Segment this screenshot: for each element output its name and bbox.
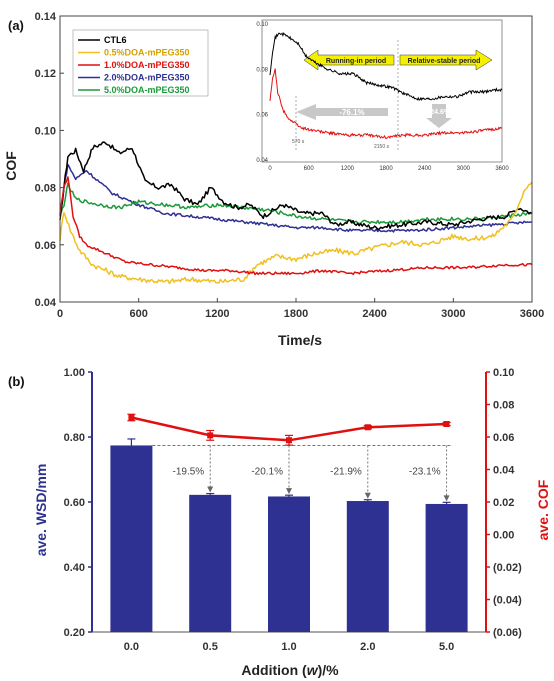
inset-x-tick-label: 3600 (495, 166, 509, 172)
panel-a-x-axis-label: Time/s (278, 332, 322, 348)
right-tick-label: (0.06) (493, 627, 522, 639)
x-tick-label: 600 (129, 308, 147, 320)
legend-label-4: 5.0%DOA-mPEG350 (104, 85, 190, 95)
running-in-period-arrow (303, 49, 395, 71)
reduction-arrow-head (286, 488, 292, 495)
category-label: 1.0 (281, 641, 296, 653)
inset-frame (261, 19, 503, 163)
relative-stable-period-label: Relative-stable period (408, 58, 481, 65)
reduction-label: -21.9% (330, 466, 362, 477)
wsd-bar (268, 496, 310, 632)
legend-label-2: 1.0%DOA-mPEG350 (104, 60, 190, 70)
inset-y-tick-label: 0.10 (256, 22, 268, 28)
series-line-4 (59, 182, 533, 225)
time-marker-1-label: 570 s (292, 139, 305, 145)
x-tick-label: 3000 (441, 308, 465, 320)
reduction-stable-arrow (426, 104, 452, 128)
panel-a-plot-frame (59, 15, 533, 303)
y-tick-label: 0.06 (35, 240, 56, 252)
x-tick-label: 1200 (205, 308, 229, 320)
y-tick-label: 0.10 (35, 125, 56, 137)
cof-point (207, 432, 214, 439)
inset-x-tick-label: 1200 (341, 166, 355, 172)
inset-x-tick-label: 1800 (379, 166, 393, 172)
reduction-stable-label: -24.6% (428, 109, 451, 116)
right-tick-label: 0.08 (493, 400, 514, 412)
panel-a-line-chart: (a) COF Time/s 0 600 1200 1800 2400 3000 36000… (3, 11, 544, 348)
panel-a-y-axis-label: COF (3, 151, 19, 181)
y-tick-label: 0.14 (35, 11, 57, 23)
reduction-arrow-head (443, 495, 450, 502)
inset-y-tick-label: 0.06 (256, 113, 268, 119)
x-tick-label: 3600 (520, 308, 544, 320)
reduction-label: -20.1% (251, 466, 283, 477)
inset-x-tick-label: 2400 (418, 166, 432, 172)
wsd-bar (346, 501, 389, 632)
left-tick-label: 0.20 (64, 627, 85, 639)
reduction-running-in-arrow (296, 104, 388, 120)
running-in-period-label: Running-in period (326, 58, 386, 65)
category-label: 5.0 (439, 641, 454, 653)
reduction-label: -19.5% (173, 466, 205, 477)
inset-y-tick-label: 0.04 (256, 158, 268, 164)
time-marker-2-label: 2150 s (374, 144, 390, 150)
left-tick-label: 0.60 (64, 497, 85, 509)
y-tick-label: 0.08 (35, 183, 56, 195)
relative-stable-period-arrow (399, 49, 493, 71)
category-label: 2.0 (360, 641, 375, 653)
series-line-3 (59, 163, 533, 233)
legend-label-1: 0.5%DOA-mPEG350 (104, 48, 190, 58)
left-tick-label: 0.80 (64, 432, 85, 444)
cof-point (364, 424, 371, 431)
series-line-1 (59, 181, 533, 285)
panel-b-right-axis-label: ave. COF (535, 479, 551, 540)
cof-point (286, 437, 292, 444)
x-tick-label: 0 (57, 308, 63, 320)
wsd-bar (110, 445, 153, 632)
x-tick-label: 2400 (362, 308, 386, 320)
panel-a-legend: CTL6 0.5%DOA-mPEG350 1.0%DOA-mPEG350 2.0%DO… (72, 29, 209, 97)
y-tick-label: 0.04 (35, 297, 57, 309)
wsd-bar (189, 494, 232, 632)
panel-b-label: (b) (8, 374, 25, 389)
reduction-label: -23.1% (409, 466, 441, 477)
inset-x-tick-label: 0 (268, 166, 272, 172)
category-label: 0.5 (203, 641, 218, 653)
panel-b-x-axis-label: Addition (w)/% (241, 662, 339, 678)
wsd-bar (425, 503, 468, 632)
inset-x-tick-label: 600 (304, 166, 315, 172)
inset-y-tick-label: 0.08 (256, 67, 268, 73)
series-line-2 (59, 176, 533, 276)
right-tick-label: (0.02) (493, 562, 522, 574)
legend-box (72, 29, 209, 97)
right-tick-label: (0.04) (493, 595, 522, 607)
right-tick-label: 0.00 (493, 530, 514, 542)
reduction-arrow-head (364, 492, 371, 499)
panel-b-left-axis-label: ave. WSD/mm (33, 464, 49, 557)
right-tick-label: 0.10 (493, 367, 514, 379)
cof-point (128, 414, 135, 421)
panel-a-label: (a) (8, 18, 24, 33)
series-line-0 (59, 141, 533, 231)
right-tick-label: 0.02 (493, 497, 514, 509)
cof-point (443, 421, 450, 427)
y-tick-label: 0.12 (35, 68, 56, 80)
left-tick-label: 0.40 (64, 562, 85, 574)
category-label: 0.0 (124, 641, 139, 653)
reduction-arrow-head (207, 486, 214, 493)
legend-label-3: 2.0%DOA-mPEG350 (104, 73, 190, 83)
right-tick-label: 0.06 (493, 432, 514, 444)
panel-b-bar-chart: (b) ave. WSD/mm ave. COF Addition (w)/% … (8, 367, 551, 678)
right-tick-label: 0.04 (493, 465, 515, 477)
x-tick-label: 1800 (284, 308, 308, 320)
legend-label-0: CTL6 (104, 35, 127, 45)
inset-x-tick-label: 3000 (457, 166, 471, 172)
reduction-running-in-label: -76.1% (339, 108, 364, 117)
panel-a-inset: 0 600 1200 1800 2400 3000 3600 0.04 0.06 0.08 0.10… (256, 19, 509, 172)
inset-series-line-0 (269, 32, 503, 102)
left-tick-label: 1.00 (64, 367, 85, 379)
inset-series-line-1 (269, 68, 503, 140)
